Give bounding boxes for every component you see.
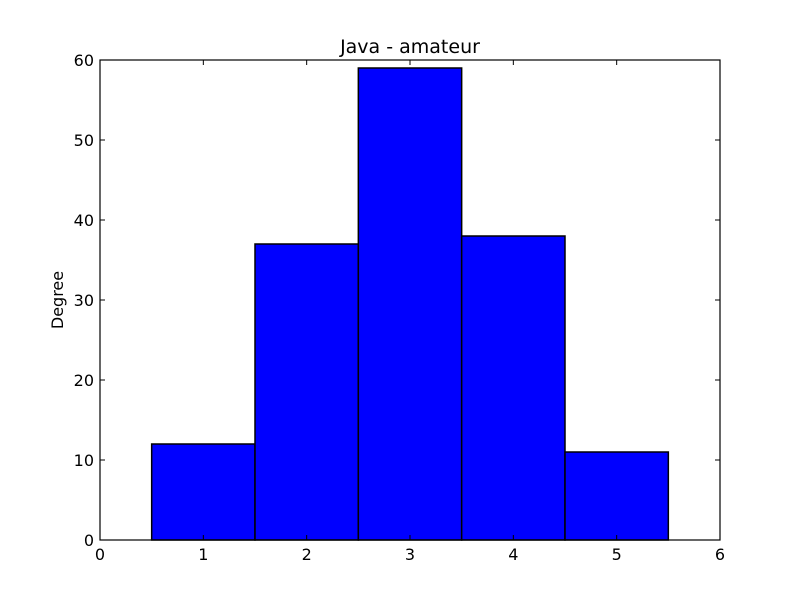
- y-tick-label: 0: [84, 531, 94, 550]
- y-tick-label: 60: [74, 51, 94, 70]
- x-tick-label: 0: [95, 545, 105, 564]
- x-tick-label: 3: [405, 545, 415, 564]
- bar-4: [460, 235, 566, 541]
- plot-frame: [99, 59, 721, 541]
- bars-group: [150, 67, 670, 541]
- y-tick-label: 50: [74, 131, 94, 150]
- bar-3: [357, 67, 463, 541]
- x-tick-label: 5: [612, 545, 622, 564]
- y-tick-label: 40: [74, 211, 94, 230]
- x-tick-label: 2: [302, 545, 312, 564]
- y-tick-label: 10: [74, 451, 94, 470]
- x-tick-label: 4: [508, 545, 518, 564]
- bar-5: [564, 451, 670, 541]
- chart-title: Java - amateur: [339, 36, 480, 58]
- y-tick-label: 30: [74, 291, 94, 310]
- y-axis-label: Degree: [48, 271, 67, 329]
- x-tick-label: 1: [198, 545, 208, 564]
- y-tick-label: 20: [74, 371, 94, 390]
- bar-2: [254, 243, 360, 541]
- bar-1: [150, 443, 256, 541]
- x-tick-label: 6: [715, 545, 725, 564]
